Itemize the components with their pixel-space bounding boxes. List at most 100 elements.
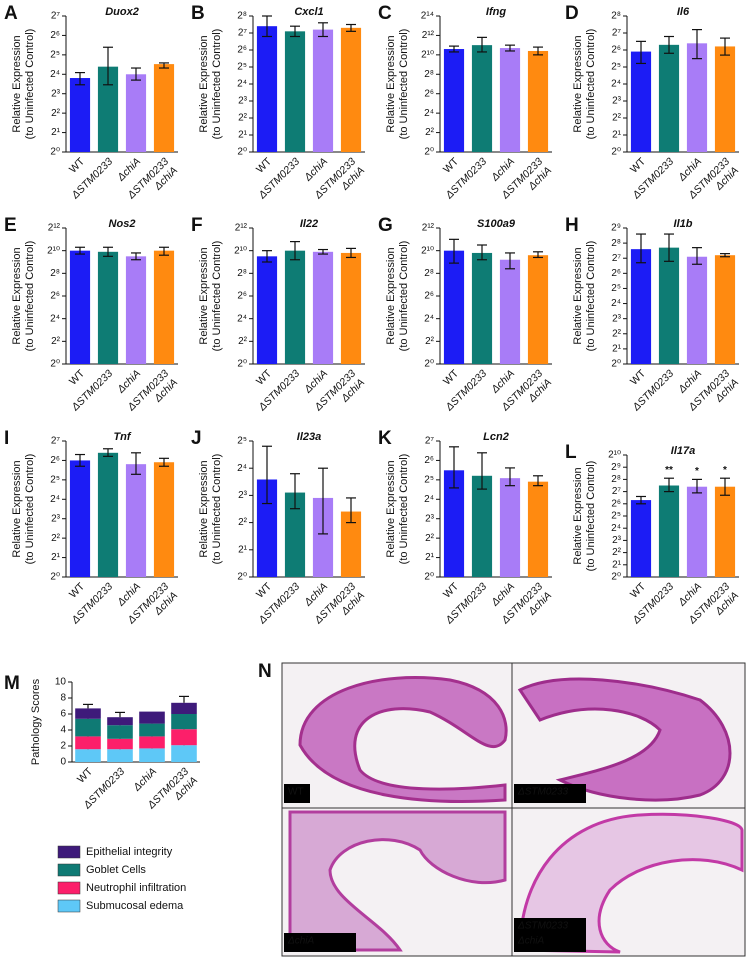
bar [527,481,549,577]
panel-letter: C [378,3,392,24]
legend-swatch [57,863,81,877]
y-tick-label: 2⁸ [611,11,621,22]
x-tick-label: WT [628,580,648,600]
bar [125,464,147,577]
chart-title: Cxcl1 [294,6,323,18]
x-tick-label: WT [67,367,87,387]
y-tick-label: 2² [238,517,248,528]
chart-title: Lcn2 [483,431,509,443]
y-tick-label: 2⁴ [611,298,621,309]
y-tick-label: 10 [55,677,67,688]
y-tick-label: 2 [60,741,66,752]
y-axis-label: (to Uninfected Control) [24,454,36,565]
bar [471,475,493,577]
y-tick-label: 2² [612,547,622,558]
legend-swatch [57,899,81,913]
y-axis-label: (to Uninfected Control) [398,454,410,565]
y-axis-label: (to Uninfected Control) [585,461,597,572]
bar [153,250,175,364]
bar-segment [75,736,101,750]
bar-segment [107,749,133,762]
y-tick-label: 2⁰ [611,147,621,158]
legend-label: Submucosal edema [86,900,184,912]
y-tick-label: 2⁷ [612,253,622,264]
y-tick-label: 2⁸ [237,11,247,22]
y-tick-label: 2² [425,533,435,544]
bar-segment [139,711,165,724]
image-label: ΔSTM0233 [517,921,569,932]
y-tick-label: 2⁶ [237,45,247,56]
y-tick-label: 2³ [238,96,248,107]
bar [69,78,91,152]
y-tick-label: 2⁵ [50,49,60,60]
y-tick-label: 2⁷ [51,436,61,447]
y-axis-label: (to Uninfected Control) [211,454,223,565]
x-tick-label: WT [67,155,87,175]
y-tick-label: 2¹² [48,223,61,234]
bar [69,460,91,577]
bar [284,31,306,153]
x-tick-label: WT [441,155,461,175]
y-tick-label: 2¹ [238,130,248,141]
y-axis-label: Relative Expression [198,35,210,132]
y-tick-label: 2⁵ [611,511,621,522]
y-tick-label: 2⁴ [424,108,434,119]
bar-segment [107,738,133,750]
y-tick-label: 2⁴ [237,463,247,474]
y-tick-label: 2⁵ [611,283,621,294]
x-tick-label: WT [254,580,274,600]
bar [97,452,119,577]
bar-segment [107,725,133,739]
x-tick-label: ΔchiA [130,766,159,795]
bar [630,500,652,577]
bar-segment [139,723,165,737]
y-tick-label: 2⁵ [50,474,60,485]
y-tick-label: 2¹² [422,30,435,41]
y-tick-label: 2⁰ [611,572,621,583]
bar [527,255,549,364]
bar [125,74,147,152]
bar-segment [107,717,133,726]
y-tick-label: 2¹⁰ [608,450,621,461]
significance: ** [665,465,673,476]
bar-segment [171,745,197,762]
bar [256,256,278,364]
y-axis-label: Relative Expression [572,35,584,132]
bar [499,48,521,152]
x-tick-label: WT [441,367,461,387]
y-tick-label: 2¹ [238,544,248,555]
panel-letter: D [565,3,579,24]
y-tick-label: 2⁷ [51,11,61,22]
x-tick-label: WT [628,155,648,175]
y-tick-label: 2⁴ [237,313,247,324]
y-axis-label: Relative Expression [198,247,210,344]
panel-letter: N [258,661,272,682]
chart-title: Il17a [671,445,695,457]
y-tick-label: 2⁶ [424,88,434,99]
y-tick-label: 2¹ [51,552,61,563]
y-tick-label: 2² [425,127,435,138]
y-tick-label: 2¹² [235,223,248,234]
y-tick-label: 2⁴ [50,69,60,80]
y-tick-label: 2³ [612,535,622,546]
panel-letter: J [191,428,202,449]
bar-segment [139,748,165,762]
y-axis-label: (to Uninfected Control) [398,29,410,140]
x-tick-label: WT [67,580,87,600]
y-tick-label: 2¹² [422,223,435,234]
bar-segment [171,729,197,746]
y-tick-label: 2² [612,113,622,124]
y-tick-label: 4 [60,725,66,736]
significance: * [695,466,699,477]
y-tick-label: 2⁴ [50,313,60,324]
bar [714,486,736,577]
y-axis-label: (to Uninfected Control) [211,241,223,352]
y-tick-label: 2³ [612,313,622,324]
y-tick-label: 2⁰ [50,147,60,158]
tissue [518,812,744,954]
y-tick-label: 2¹ [612,344,622,355]
bar-segment [75,749,101,762]
bar [658,44,680,153]
y-tick-label: 2⁴ [50,494,60,505]
image-label: ΔchiA [517,936,544,947]
